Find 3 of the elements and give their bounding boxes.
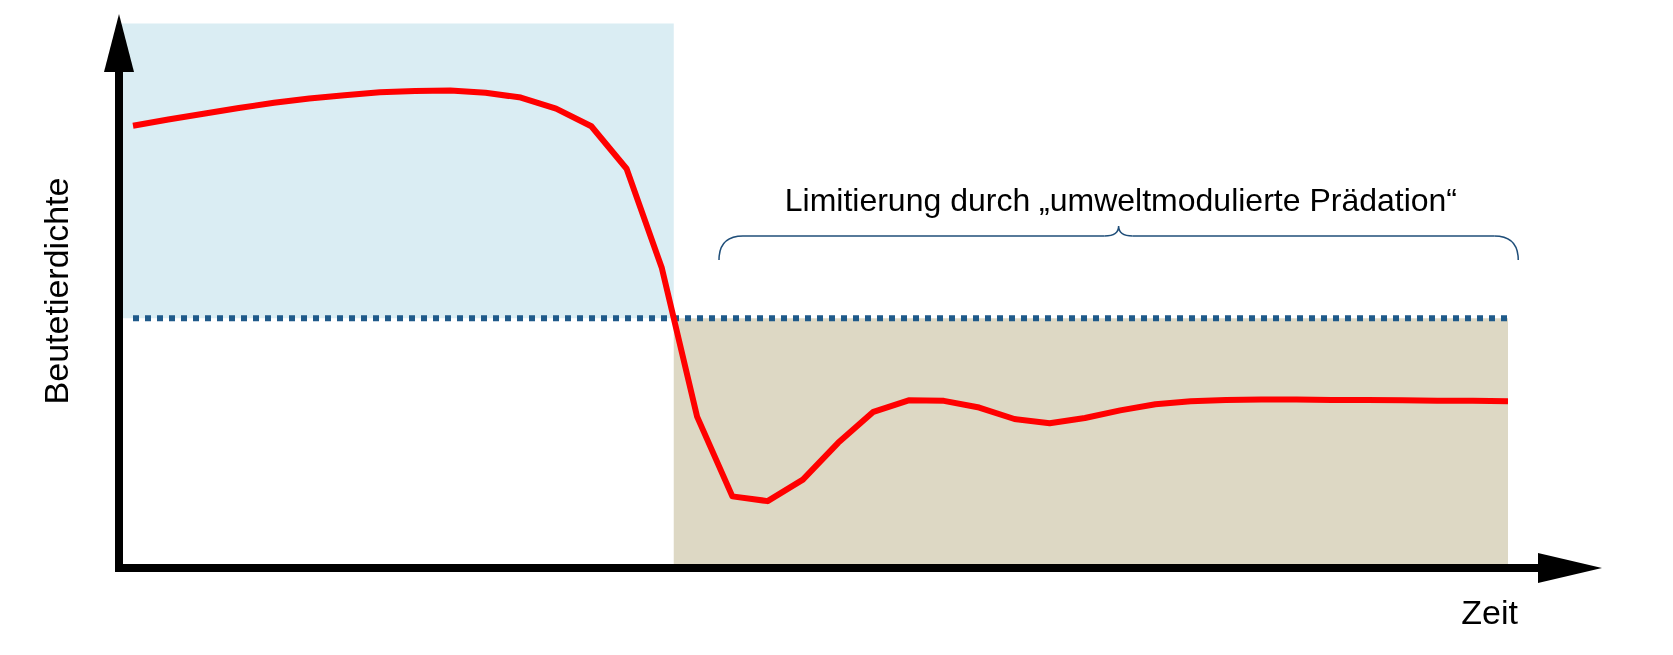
x-axis-title: Zeit [1461, 593, 1519, 632]
annotation: Limitierung durch „umweltmodulierte Prädation“ [784, 182, 1458, 219]
y-axis-title: Beutetierdichte [37, 177, 76, 405]
